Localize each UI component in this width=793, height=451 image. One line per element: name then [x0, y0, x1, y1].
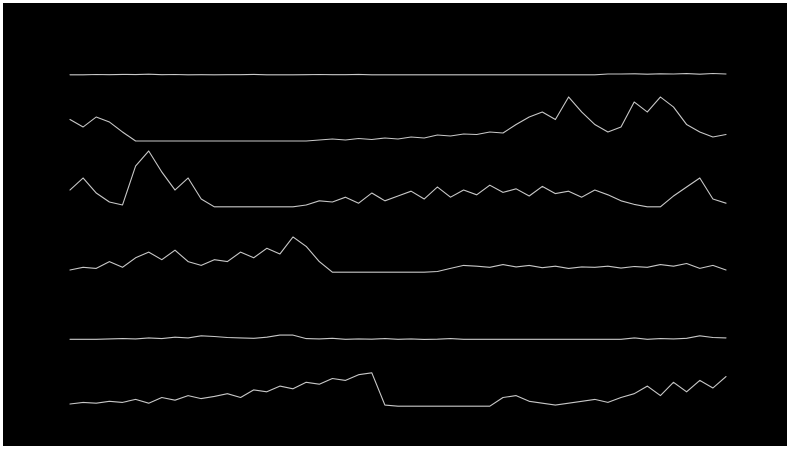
- trace-group: [69, 72, 727, 407]
- trace-5-line: [69, 334, 727, 340]
- trace-2-line: [69, 96, 727, 142]
- trace-6-line: [69, 372, 727, 407]
- chart-background: [3, 3, 787, 446]
- plot-panel: [3, 3, 787, 446]
- trace-4-line: [69, 236, 727, 273]
- multi-trace-line-chart: [3, 3, 787, 446]
- trace-1-line: [69, 72, 727, 76]
- trace-3-line: [69, 150, 727, 208]
